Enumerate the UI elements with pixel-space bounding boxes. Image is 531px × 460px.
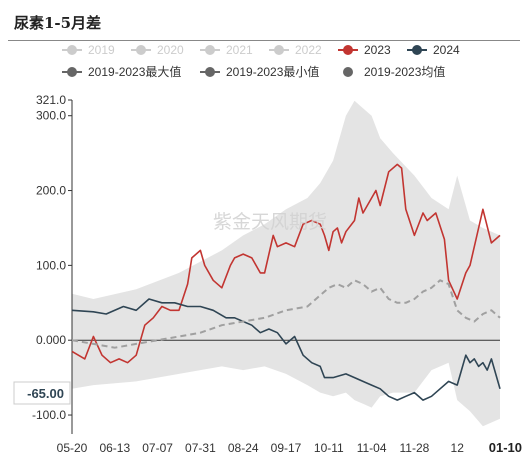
legend-marker xyxy=(343,45,353,55)
legend-label: 2019-2023最小值 xyxy=(226,64,319,79)
y-tick-label: 300.0 xyxy=(36,109,66,123)
legend-label: 2022 xyxy=(295,43,322,57)
title-divider xyxy=(8,40,520,41)
watermark: 紫金天风期货 xyxy=(213,211,327,233)
legend-item-2019[interactable]: 2019 xyxy=(62,43,115,57)
y-tick-label: 321.0 xyxy=(36,93,66,107)
y-tick-label: 100.0 xyxy=(36,258,66,272)
chart-series xyxy=(71,163,501,401)
x-tick-label: 11-28 xyxy=(399,441,429,455)
x-tick-label: 09-17 xyxy=(271,441,302,455)
x-tick-label: 10-11 xyxy=(314,441,344,455)
legend-marker xyxy=(412,45,422,55)
legend-marker xyxy=(67,67,77,77)
legend-label: 2023 xyxy=(364,43,391,57)
legend-marker xyxy=(67,45,77,55)
legend-marker xyxy=(205,45,215,55)
legend-marker xyxy=(274,45,284,55)
page-title: 尿素1-5月差 xyxy=(14,14,102,32)
legend-item-2020[interactable]: 2020 xyxy=(131,43,184,57)
cursor-label: -65.00 xyxy=(27,386,64,401)
x-tick-label: 07-07 xyxy=(142,441,173,455)
legend-label: 2019-2023均值 xyxy=(364,64,445,79)
legend-label: 2024 xyxy=(433,43,460,57)
x-tick-label: 12 xyxy=(451,441,465,455)
y-tick-label: 0.000 xyxy=(36,333,66,347)
chart-legend: 2019 2020 2021 2022 2023 2024 2019-2023最大值 2019… xyxy=(62,43,460,79)
legend-marker xyxy=(343,67,353,77)
series-line-2019-2023均值 xyxy=(71,279,501,349)
cursor-label-group: -65.00 xyxy=(13,381,71,405)
max-min-band-area xyxy=(72,100,500,427)
legend-item-2019-2023均值[interactable]: 2019-2023均值 xyxy=(343,64,445,79)
cursor-label-box xyxy=(13,381,71,405)
x-tick-label: 01-10 xyxy=(489,440,522,455)
legend-item-2023[interactable]: 2023 xyxy=(338,43,391,57)
series-line-2023 xyxy=(71,163,501,364)
y-tick-label: 200.0 xyxy=(36,184,66,198)
legend-marker xyxy=(205,67,215,77)
legend-label: 2019 xyxy=(88,43,115,57)
chart-axes: 321.0 300.0 200.0 100.0 0.000 -100.0 05-20 06-1… xyxy=(32,93,522,455)
max-min-band xyxy=(72,100,500,427)
legend-label: 2019-2023最大值 xyxy=(88,64,181,79)
x-tick-label: 07-31 xyxy=(185,441,216,455)
x-tick-label: 11-04 xyxy=(357,441,387,455)
series-line-2024 xyxy=(71,298,501,401)
y-tick-label: -100.0 xyxy=(32,408,66,422)
x-tick-label: 05-20 xyxy=(57,441,88,455)
legend-item-2022[interactable]: 2022 xyxy=(269,43,322,57)
legend-item-2019-2023最小值[interactable]: 2019-2023最小值 xyxy=(200,64,319,79)
x-tick-label: 08-24 xyxy=(228,441,259,455)
x-tick-label: 06-13 xyxy=(99,441,130,455)
legend-item-2019-2023最大值[interactable]: 2019-2023最大值 xyxy=(62,64,181,79)
legend-item-2021[interactable]: 2021 xyxy=(200,43,253,57)
legend-label: 2020 xyxy=(157,43,184,57)
legend-label: 2021 xyxy=(226,43,253,57)
legend-item-2024[interactable]: 2024 xyxy=(407,43,460,57)
legend-marker xyxy=(136,45,146,55)
